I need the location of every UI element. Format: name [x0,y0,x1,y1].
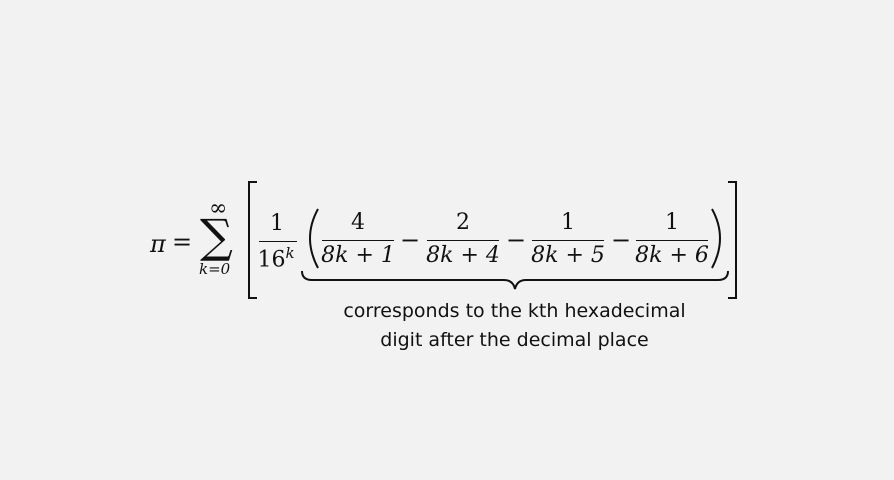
left-square-bracket [248,181,257,299]
prefactor-denominator: 16k [257,246,294,271]
sum-upper-limit: ∞ [209,196,228,221]
annotation-line-1: corresponds to the kth hexadecimal [343,300,686,322]
right-parenthesis [711,208,721,269]
minus-sign-2: − [505,226,527,254]
right-square-bracket [728,181,737,299]
term-4-denominator: 8k + 6 [635,243,709,268]
prefactor-fraction-bar [259,241,297,243]
pi-symbol: π [150,230,166,258]
term-1-fraction-bar [322,240,394,242]
left-parenthesis [309,208,319,269]
sum-lower-limit: k=0 [199,260,231,278]
term-3-denominator: 8k + 5 [531,243,605,268]
term-1-numerator: 4 [351,210,365,235]
term-4-numerator: 1 [665,210,679,235]
term-3-fraction-bar [532,240,604,242]
term-2-denominator: 8k + 4 [426,243,500,268]
prefactor-numerator: 1 [270,211,284,236]
minus-sign-1: − [399,226,421,254]
term-2-fraction-bar [427,240,499,242]
equals-sign: = [172,228,193,256]
annotation-line-2: digit after the decimal place [380,329,649,351]
term-2-numerator: 2 [456,210,470,235]
term-3-numerator: 1 [561,210,575,235]
term-4-fraction-bar [636,240,708,242]
minus-sign-3: − [610,226,632,254]
sum-symbol: ∑ [200,209,233,263]
underbrace [301,270,729,290]
prefactor-den-base: 16 [257,247,286,273]
prefactor-den-exponent: k [285,244,295,262]
term-1-denominator: 8k + 1 [321,243,395,268]
